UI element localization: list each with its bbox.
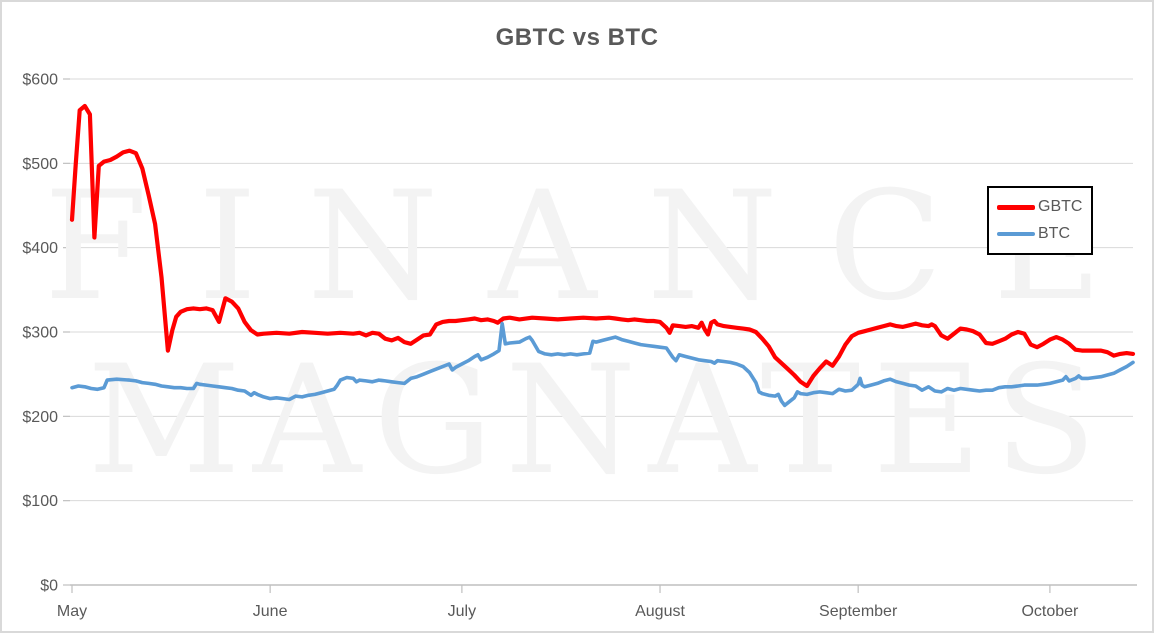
btc-line-swatch bbox=[997, 231, 1035, 236]
y-axis-label: $300 bbox=[22, 325, 58, 342]
x-axis-label: June bbox=[253, 603, 288, 620]
gbtc-line bbox=[69, 103, 1136, 389]
legend-item-gbtc: GBTC bbox=[997, 198, 1083, 216]
y-axis-label: $100 bbox=[22, 493, 58, 510]
x-axis-label: September bbox=[819, 603, 898, 620]
legend-label-btc: BTC bbox=[1038, 224, 1070, 242]
y-axis-label: $500 bbox=[22, 156, 58, 173]
legend-label-gbtc: GBTC bbox=[1038, 198, 1083, 216]
legend: GBTC BTC bbox=[987, 186, 1093, 255]
gbtc-line-swatch bbox=[997, 204, 1035, 210]
y-axis-label: $400 bbox=[22, 240, 58, 257]
watermark-text: FINANCE bbox=[44, 160, 1152, 334]
x-axis-label: July bbox=[448, 603, 476, 620]
x-axis-label: May bbox=[57, 603, 87, 620]
btc-line bbox=[70, 321, 1135, 408]
y-axis-label: $200 bbox=[22, 409, 58, 426]
x-axis-label: August bbox=[635, 603, 685, 620]
y-axis-label: $600 bbox=[22, 72, 58, 89]
y-axis-label: $0 bbox=[40, 578, 58, 595]
x-axis-label: October bbox=[1021, 603, 1079, 620]
legend-item-btc: BTC bbox=[997, 225, 1083, 243]
chart-title: GBTC vs BTC bbox=[495, 24, 659, 51]
watermark-text: MAGNATES bbox=[87, 334, 1108, 508]
